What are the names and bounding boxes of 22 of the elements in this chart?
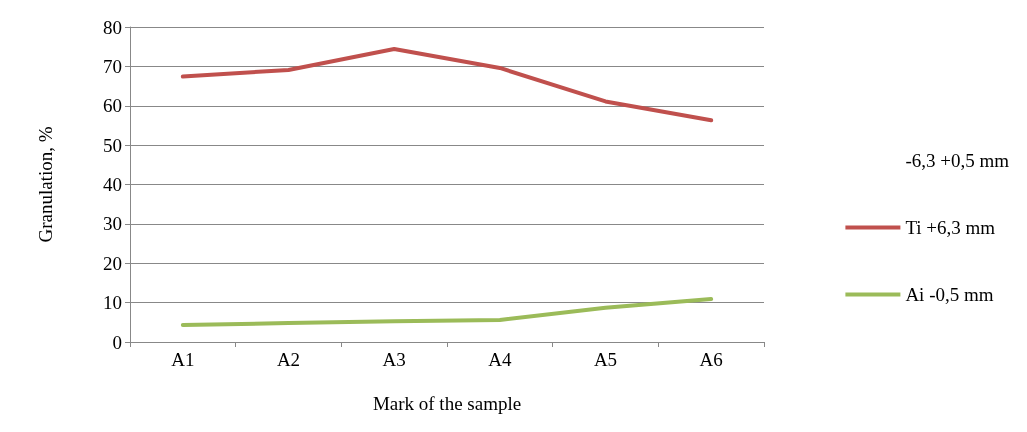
y-tick-label: 30 xyxy=(103,213,122,235)
y-tick-label: 40 xyxy=(103,174,122,195)
x-tick-label: A5 xyxy=(593,349,618,370)
x-tick-label: A2 xyxy=(276,349,301,370)
y-tick-label: 50 xyxy=(103,134,122,156)
y-tick-label: 80 xyxy=(103,16,122,38)
x-axis-title: Mark of the sample xyxy=(372,393,522,414)
y-axis-title: Granulation, % xyxy=(35,126,56,243)
y-tick-label: 20 xyxy=(103,252,122,274)
x-tick-label: A6 xyxy=(699,349,723,370)
x-tick-label: A1 xyxy=(171,349,195,370)
y-tick-label: 10 xyxy=(103,292,122,314)
legend-label: Ai -0,5 mm xyxy=(905,284,994,305)
y-tick-label: 60 xyxy=(103,95,122,117)
text: -6,3 +0,5 mm xyxy=(905,150,1010,171)
y-tick-label: 70 xyxy=(103,55,122,77)
line-series xyxy=(180,47,714,123)
y-tick-label: 0 xyxy=(112,331,122,353)
line-series xyxy=(180,297,714,328)
x-tick-label: A4 xyxy=(488,349,512,370)
x-tick-label: A3 xyxy=(382,349,406,370)
legend-label: Ti +6,3 mm xyxy=(905,217,996,238)
